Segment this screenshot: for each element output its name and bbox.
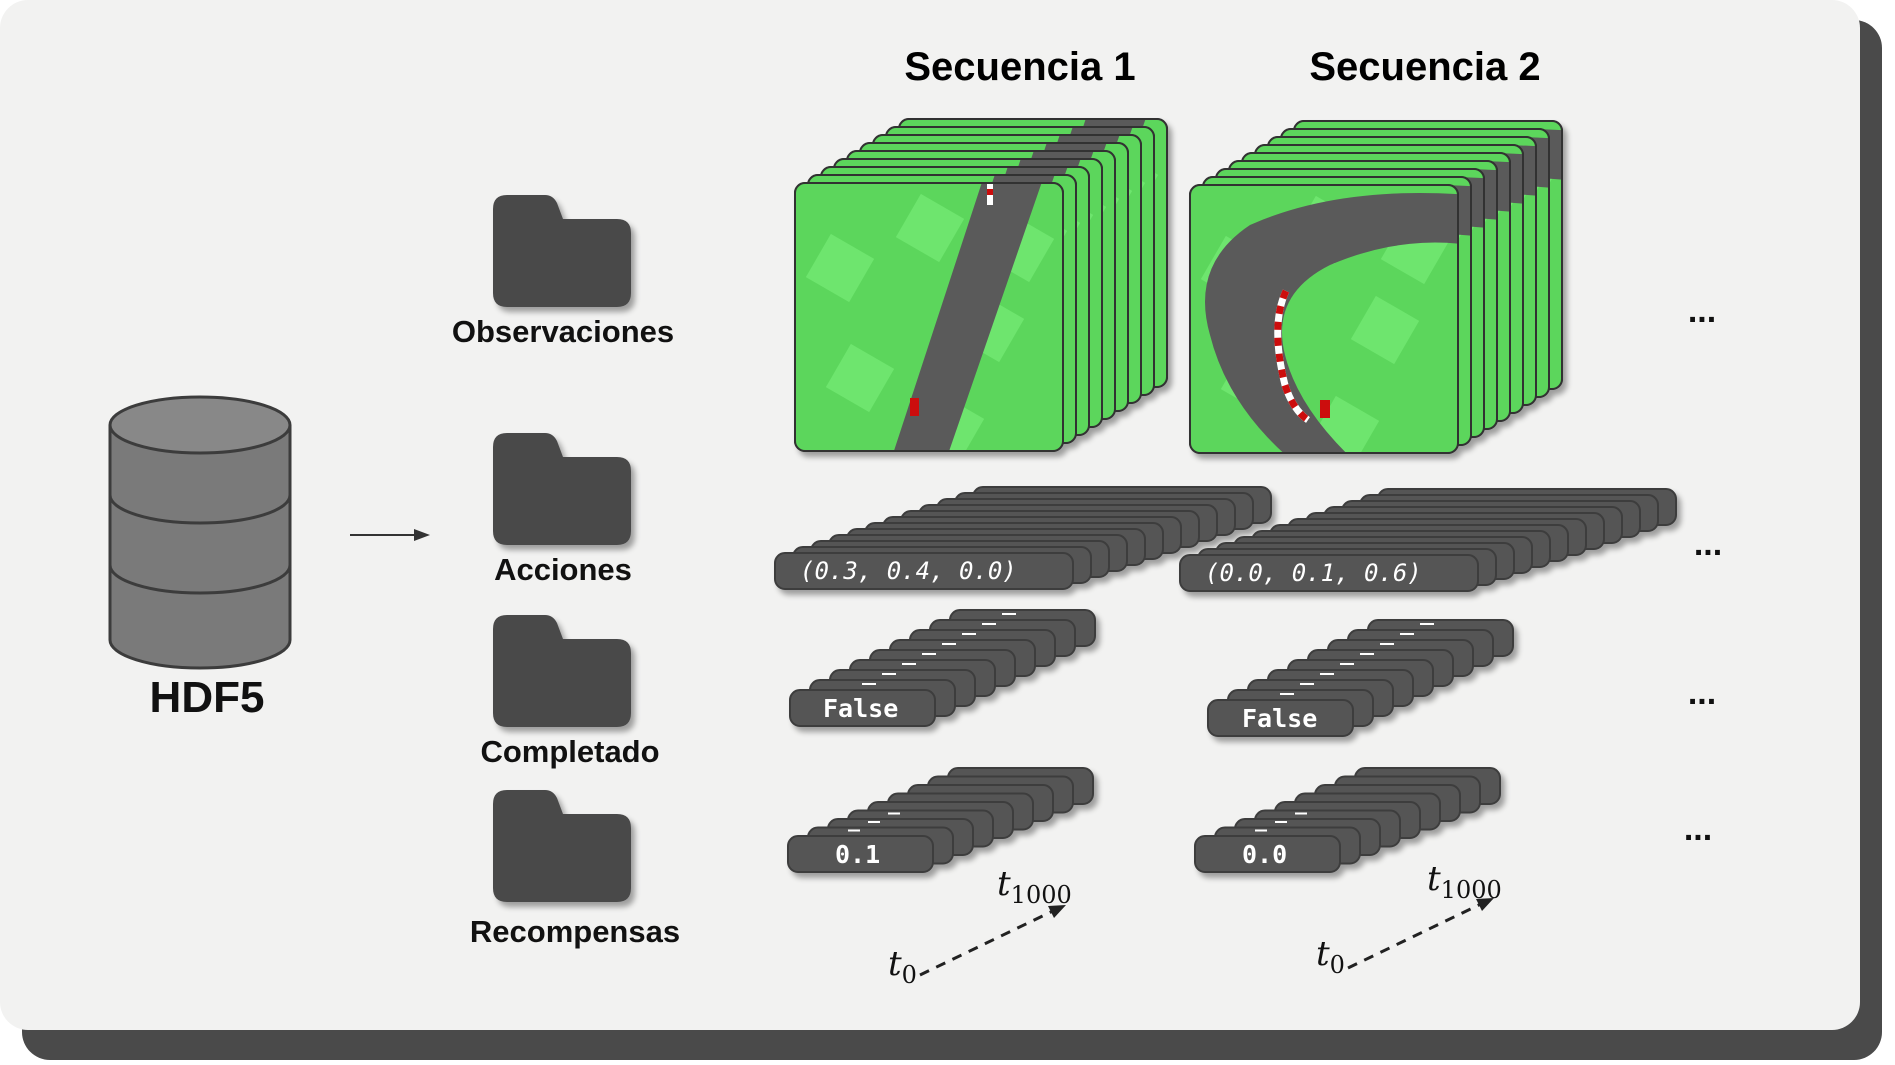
done-card-text-hint (982, 623, 996, 625)
done-value-2: False (1242, 704, 1317, 733)
ellipsis-done: ... (1688, 674, 1716, 712)
reward-stack-1: 0.1 (787, 767, 1094, 873)
sequence-title-1: Secuencia 1 (904, 45, 1135, 89)
ellipsis-observations: ... (1688, 292, 1716, 330)
done-card-text-hint (1320, 673, 1334, 675)
reward-stack-2: 0.0 (1194, 767, 1501, 873)
done-card-text-hint (1280, 693, 1294, 695)
action-card-front-1 (774, 552, 1074, 590)
done-card-text-hint (1420, 623, 1434, 625)
time-start-label-1: t0 (888, 944, 917, 989)
action-stack-2: (0.0, 0.1, 0.6) (1179, 488, 1677, 592)
reward-card-front-1 (787, 835, 934, 873)
observation-frame-front-2 (1189, 184, 1459, 454)
folder-actions-icon (493, 433, 631, 545)
reward-card-front-2 (1194, 835, 1341, 873)
ellipsis-actions: ... (1694, 525, 1722, 563)
done-card-text-hint (902, 663, 916, 665)
done-card-text-hint (962, 633, 976, 635)
folder-done-icon (493, 615, 631, 727)
done-card-text-hint (1360, 653, 1374, 655)
reward-card-text-hint (888, 812, 900, 815)
done-card-text-hint (862, 683, 876, 685)
database-label: HDF5 (150, 673, 265, 722)
done-stack-2: False (1207, 619, 1514, 737)
folder-rewards-icon (493, 790, 631, 902)
done-card-text-hint (1400, 633, 1414, 635)
database-icon (108, 395, 292, 670)
action-card-front-2 (1179, 554, 1479, 592)
done-card-text-hint (922, 653, 936, 655)
reward-card-text-hint (848, 829, 860, 832)
group-label-done: Completado (480, 734, 659, 769)
reward-card-text-hint (1275, 821, 1287, 823)
action-value-1: (0.3, 0.4, 0.0) (800, 557, 1017, 585)
done-card-front-2 (1207, 699, 1354, 737)
time-arrow-sequence-1 (919, 905, 1066, 977)
observation-frame-front-1 (794, 182, 1064, 452)
folder-observations-icon (493, 195, 631, 307)
reward-card-text-hint (1255, 829, 1267, 832)
group-label-rewards: Recompensas (470, 914, 680, 949)
done-card-front-1 (789, 689, 936, 727)
done-card-text-hint (1380, 643, 1394, 645)
done-card-text-hint (942, 643, 956, 645)
done-card-text-hint (1300, 683, 1314, 685)
observation-stack-2 (1189, 120, 1563, 454)
group-label-observations: Observaciones (452, 314, 674, 349)
arrow-icon (350, 529, 430, 541)
time-start-label-2: t0 (1316, 934, 1345, 979)
reward-card-text-hint (1295, 812, 1307, 815)
reward-value-2: 0.0 (1242, 840, 1287, 869)
reward-value-1: 0.1 (835, 840, 880, 869)
reward-card-text-hint (868, 821, 880, 823)
done-stack-1: False (789, 609, 1096, 727)
action-value-2: (0.0, 0.1, 0.6) (1205, 559, 1422, 587)
ellipsis-rewards: ... (1684, 810, 1712, 848)
time-end-label-2: t1000 (1427, 859, 1502, 904)
observation-stack-1 (794, 118, 1168, 452)
done-card-text-hint (1002, 613, 1016, 615)
done-value-1: False (823, 694, 898, 723)
done-card-text-hint (882, 673, 896, 675)
done-card-text-hint (1340, 663, 1354, 665)
group-label-actions: Acciones (494, 552, 632, 587)
time-arrow-sequence-2 (1347, 898, 1494, 970)
time-end-label-1: t1000 (997, 864, 1072, 909)
action-stack-1: (0.3, 0.4, 0.0) (774, 486, 1272, 590)
sequence-title-2: Secuencia 2 (1309, 45, 1540, 89)
